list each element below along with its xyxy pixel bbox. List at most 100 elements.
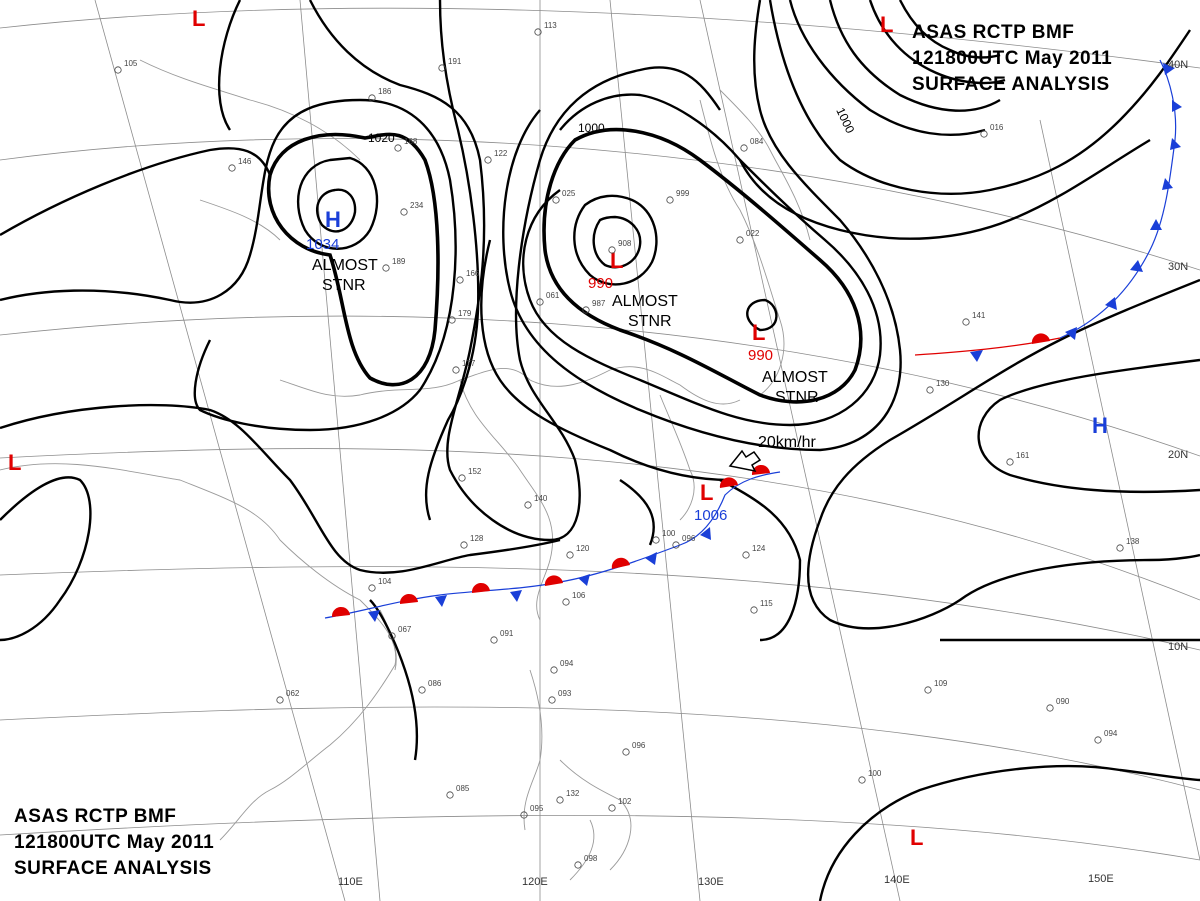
station-marker bbox=[548, 696, 556, 704]
header-line-1: ASAS RCTP BMF bbox=[14, 806, 176, 827]
station-marker bbox=[388, 632, 396, 640]
station-marker bbox=[534, 28, 542, 36]
station-pressure: 128 bbox=[470, 534, 484, 543]
station-marker bbox=[438, 64, 446, 72]
station-marker bbox=[1116, 544, 1124, 552]
station-marker bbox=[552, 196, 560, 204]
station-pressure: 094 bbox=[1104, 729, 1118, 738]
header-line-2: 121800UTC May 2011 bbox=[14, 832, 214, 853]
station-marker bbox=[1006, 458, 1014, 466]
station-pressure: 085 bbox=[456, 784, 470, 793]
station-marker bbox=[484, 156, 492, 164]
station-pressure: 132 bbox=[566, 789, 580, 798]
station-marker bbox=[490, 636, 498, 644]
station-pressure: 094 bbox=[560, 659, 574, 668]
station-pressure: 090 bbox=[1056, 697, 1070, 706]
station-marker bbox=[574, 861, 582, 869]
header-line-3: SURFACE ANALYSIS bbox=[14, 858, 212, 879]
station-pressure: 189 bbox=[392, 257, 406, 266]
station-marker bbox=[524, 501, 532, 509]
station-pressure: 095 bbox=[530, 804, 544, 813]
high-symbol-pacific: H bbox=[1092, 413, 1108, 438]
center-note-line2: STNR bbox=[775, 389, 819, 406]
station-marker bbox=[456, 276, 464, 284]
lon-label-130e: 130E bbox=[698, 876, 724, 888]
station-pressure: 146 bbox=[238, 157, 252, 166]
low-symbol: L bbox=[700, 480, 713, 505]
station-pressure: 122 bbox=[494, 149, 508, 158]
station-marker bbox=[418, 686, 426, 694]
lon-label-150e: 150E bbox=[1088, 873, 1114, 885]
station-pressure: 179 bbox=[458, 309, 472, 318]
station-pressure: 105 bbox=[124, 59, 138, 68]
station-marker bbox=[550, 666, 558, 674]
station-pressure: 096 bbox=[632, 741, 646, 750]
header-line-3: SURFACE ANALYSIS bbox=[912, 74, 1110, 95]
station-marker bbox=[980, 130, 988, 138]
station-marker bbox=[520, 811, 528, 819]
station-pressure: 191 bbox=[448, 57, 462, 66]
lon-label-120e: 120E bbox=[522, 876, 548, 888]
station-marker bbox=[400, 208, 408, 216]
header-bottom-left: ASAS RCTP BMF 121800UTC May 2011 SURFACE… bbox=[14, 806, 214, 879]
station-marker bbox=[448, 316, 456, 324]
lon-label-140e: 140E bbox=[884, 874, 910, 886]
station-marker bbox=[924, 686, 932, 694]
station-marker bbox=[566, 551, 574, 559]
station-marker bbox=[608, 804, 616, 812]
station-marker bbox=[382, 264, 390, 272]
low-symbol: L bbox=[752, 320, 765, 345]
station-pressure: 186 bbox=[378, 87, 392, 96]
station-pressure: 109 bbox=[934, 679, 948, 688]
station-pressure: 113 bbox=[544, 21, 557, 30]
high-pressure-value: 1034 bbox=[306, 236, 339, 253]
header-top-right: ASAS RCTP BMF 121800UTC May 2011 SURFACE… bbox=[912, 22, 1112, 95]
center-note-line1: ALMOST bbox=[312, 257, 378, 274]
station-marker bbox=[652, 536, 660, 544]
station-marker bbox=[556, 796, 564, 804]
coastlines bbox=[0, 59, 811, 881]
station-marker bbox=[926, 386, 934, 394]
station-marker bbox=[460, 541, 468, 549]
station-pressure: 177 bbox=[462, 359, 476, 368]
station-pressure: 115 bbox=[760, 599, 773, 608]
station-pressure: 102 bbox=[618, 797, 632, 806]
station-marker bbox=[276, 696, 284, 704]
station-pressure: 061 bbox=[546, 291, 560, 300]
station-marker bbox=[622, 748, 630, 756]
center-note-line2: STNR bbox=[628, 313, 672, 330]
center-note-line1: ALMOST bbox=[762, 369, 828, 386]
station-marker bbox=[562, 598, 570, 606]
isobar-label-1020: 1020 bbox=[368, 131, 395, 145]
station-pressure: 234 bbox=[410, 201, 424, 210]
station-marker bbox=[672, 541, 680, 549]
stationary-front bbox=[324, 464, 781, 622]
station-marker bbox=[394, 144, 402, 152]
station-pressure: 188 bbox=[404, 137, 418, 146]
station-pressure: 999 bbox=[676, 189, 690, 198]
lon-label-110e: 110E bbox=[338, 876, 363, 888]
station-marker bbox=[666, 196, 674, 204]
station-pressure: 025 bbox=[562, 189, 576, 198]
station-marker bbox=[1094, 736, 1102, 744]
station-marker bbox=[740, 144, 748, 152]
low-pressure-value: 990 bbox=[748, 347, 773, 364]
station-pressure: 120 bbox=[576, 544, 590, 553]
isobar-label-1000-ne: 1000 bbox=[833, 105, 857, 135]
low-symbol-northeast: L bbox=[880, 12, 893, 37]
station-marker bbox=[608, 246, 616, 254]
station-marker bbox=[458, 474, 466, 482]
station-marker bbox=[368, 94, 376, 102]
pressure-center-low-east: L 990 ALMOST STNR bbox=[748, 320, 828, 406]
header-line-1: ASAS RCTP BMF bbox=[912, 22, 1074, 43]
low-symbol-west: L bbox=[8, 450, 21, 475]
station-pressure: 161 bbox=[1016, 451, 1030, 460]
station-pressure: 130 bbox=[936, 379, 950, 388]
station-marker bbox=[750, 606, 758, 614]
station-marker bbox=[858, 776, 866, 784]
station-marker bbox=[114, 66, 122, 74]
station-marker bbox=[452, 366, 460, 374]
station-marker bbox=[446, 791, 454, 799]
station-marker bbox=[582, 306, 590, 314]
